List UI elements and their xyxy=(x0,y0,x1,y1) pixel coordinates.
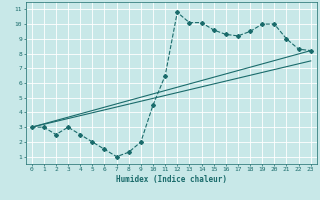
X-axis label: Humidex (Indice chaleur): Humidex (Indice chaleur) xyxy=(116,175,227,184)
